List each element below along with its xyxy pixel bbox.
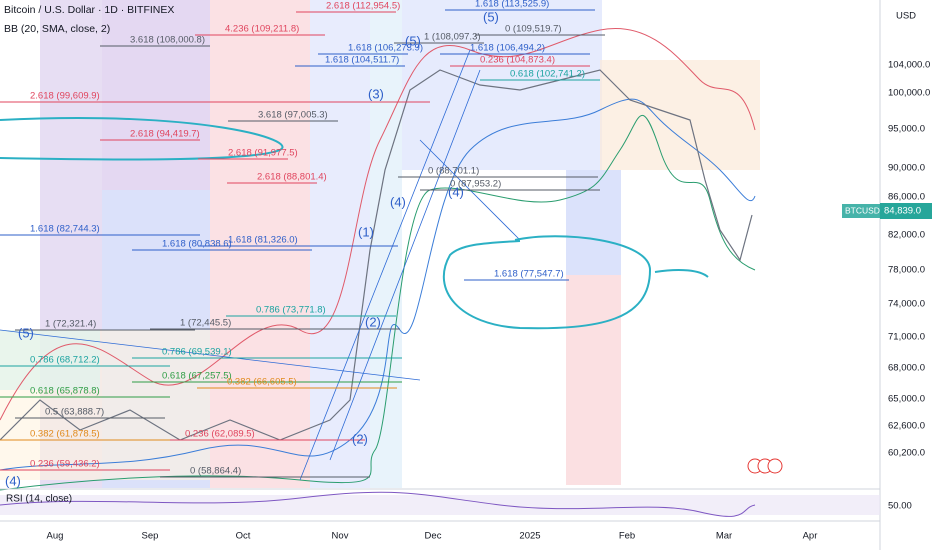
- fib-label: 3.618 (108,000.8): [130, 35, 205, 46]
- fib-label: 0.236 (104,873.4): [480, 55, 555, 66]
- event-icon[interactable]: [767, 458, 783, 474]
- fib-label: 3.618 (97,005.3): [258, 110, 328, 121]
- time-label: Nov: [332, 531, 349, 542]
- fib-label: 2.618 (94,419.7): [130, 129, 200, 140]
- price-path: [0, 69, 753, 441]
- drawn-ellipse: [442, 235, 709, 330]
- fib-label: 1 (108,097.3): [424, 32, 481, 43]
- fib-label: 0.618 (65,878.8): [30, 386, 100, 397]
- fib-label: 0.618 (102,741.2): [510, 69, 585, 80]
- time-label: Dec: [425, 531, 442, 542]
- fib-label: 0 (88,701.1): [428, 166, 479, 177]
- fib-label: 4.236 (109,211.8): [225, 24, 299, 35]
- fib-label: 1.618 (80,838.6): [162, 239, 232, 250]
- time-label: Mar: [716, 531, 732, 542]
- bb-upper: [0, 28, 756, 421]
- rsi-line: [0, 491, 756, 517]
- fib-label: 0.382 (66,605.5): [227, 377, 297, 388]
- time-label: Feb: [619, 531, 635, 542]
- fib-label: 1.618 (77,547.7): [494, 269, 564, 280]
- rsi-band: [0, 495, 880, 515]
- trend-line: [0, 49, 521, 481]
- band: [402, 0, 602, 170]
- fib-label: 0.5 (63,888.7): [45, 407, 104, 418]
- fib-label: 0.786 (69,539.1): [162, 347, 232, 358]
- fib-label: 0.786 (68,712.2): [30, 355, 100, 366]
- symbol-tag: [842, 204, 880, 218]
- fib-label: 2.618 (88,801.4): [257, 172, 327, 183]
- fib-label: 1.618 (106,273.9): [348, 43, 423, 54]
- fib-label: 0 (109,519.7): [505, 24, 562, 35]
- time-label: 2025: [519, 531, 540, 542]
- price-label: 100,000.0: [888, 88, 930, 99]
- fib-label: 2.618 (91,977.5): [228, 148, 298, 159]
- fib-label: 1.618 (104,511.7): [325, 55, 399, 66]
- fib-label: 0 (87,953.2): [450, 179, 501, 190]
- wave-label: (4): [390, 194, 406, 209]
- wave-label: (5): [483, 9, 499, 24]
- rsi-value: 50.00: [888, 501, 912, 512]
- chart-title: Bitcoin / U.S. Dollar · 1D · BITFINEX: [4, 4, 174, 16]
- band: [310, 0, 370, 488]
- drawn-ellipse: [0, 117, 284, 161]
- fib-label: 1 (72,321.4): [45, 319, 96, 330]
- price-label: 62,600.0: [888, 421, 925, 432]
- fib-label: 1 (72,445.5): [180, 318, 231, 329]
- price-label: 71,000.0: [888, 332, 925, 343]
- price-label: 74,000.0: [888, 299, 925, 310]
- price-label: 65,000.0: [888, 394, 925, 405]
- price-label: 90,000.0: [888, 163, 925, 174]
- currency[interactable]: USD: [896, 11, 916, 22]
- time-label: Apr: [803, 531, 818, 542]
- price-label: 104,000.0: [888, 60, 930, 71]
- price-label: 95,000.0: [888, 124, 925, 135]
- price-label: 60,200.0: [888, 448, 925, 459]
- fib-label: 1.618 (82,744.3): [30, 224, 100, 235]
- wave-label: (2): [352, 431, 368, 446]
- time-label: Aug: [47, 531, 64, 542]
- fib-label: 0.786 (73,771.8): [256, 305, 326, 316]
- price-label: 68,000.0: [888, 363, 925, 374]
- fib-label: 1.618 (106,494.2): [470, 43, 545, 54]
- wave-label: (3): [368, 86, 384, 101]
- band: [370, 0, 402, 488]
- band: [600, 60, 760, 170]
- current-price: 84,839.0: [884, 206, 921, 217]
- wave-label: (2): [365, 314, 381, 329]
- indicator-label: BB (20, SMA, close, 2): [4, 23, 110, 35]
- bb-basis: [0, 98, 756, 471]
- wave-label: (5): [18, 325, 34, 340]
- fib-label: 0.236 (62,089.5): [185, 429, 255, 440]
- price-label: 82,000.0: [888, 230, 925, 241]
- fib-label: 1.618 (113,525.9): [475, 0, 549, 10]
- time-label: Oct: [236, 531, 251, 542]
- price-label: 86,000.0: [888, 192, 925, 203]
- fib-label: 2.618 (112,954.5): [326, 1, 400, 12]
- fib-label: 0.236 (59,436.2): [30, 459, 100, 470]
- fib-label: 0.618 (67,257.5): [162, 371, 232, 382]
- band: [210, 0, 310, 488]
- wave-label: (4): [5, 473, 21, 488]
- price-label: 78,000.0: [888, 265, 925, 276]
- symbol-label: BTCUSD: [845, 205, 880, 215]
- wave-label: (4): [448, 184, 464, 199]
- band: [102, 0, 210, 190]
- wave-label: (1): [358, 224, 374, 239]
- band: [566, 170, 621, 275]
- fib-label: 0 (58,864.4): [190, 466, 241, 477]
- time-label: Sep: [142, 531, 159, 542]
- fib-label: 1.618 (81,326.0): [228, 235, 298, 246]
- price-tag: [880, 203, 932, 219]
- wave-label: (5): [405, 33, 421, 48]
- fib-label: 0.382 (61,878.5): [30, 429, 100, 440]
- fib-label: 2.618 (99,609.9): [30, 91, 100, 102]
- rsi-label: RSI (14, close): [6, 494, 72, 505]
